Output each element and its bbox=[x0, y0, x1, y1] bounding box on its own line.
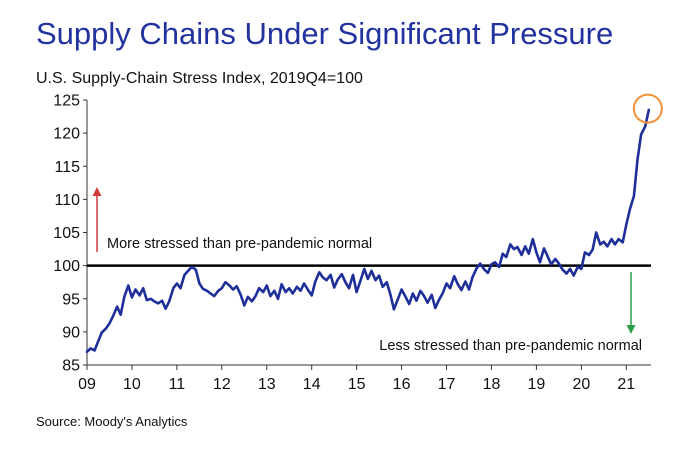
x-tick-label: 09 bbox=[78, 376, 96, 393]
chart-source: Source: Moody's Analytics bbox=[36, 414, 188, 429]
y-tick-label: 110 bbox=[54, 192, 80, 209]
up-arrow-head bbox=[92, 187, 102, 196]
chart-title: Supply Chains Under Significant Pressure bbox=[36, 16, 614, 51]
chart-subtitle: U.S. Supply-Chain Stress Index, 2019Q4=1… bbox=[36, 70, 363, 87]
x-tick-label: 14 bbox=[303, 376, 321, 393]
x-tick-label: 10 bbox=[123, 376, 141, 393]
x-tick-label: 11 bbox=[169, 376, 186, 393]
series-group bbox=[85, 108, 651, 354]
y-axis: 85 90 95 100 105 110 115 120 125 bbox=[53, 93, 87, 375]
y-tick-label: 115 bbox=[54, 159, 80, 176]
y-tick-label: 120 bbox=[53, 126, 80, 143]
annotation-above: More stressed than pre-pandemic normal bbox=[107, 236, 372, 252]
y-tick-label: 95 bbox=[62, 291, 80, 308]
x-tick-label: 18 bbox=[483, 376, 501, 393]
annotations: More stressed than pre-pandemic normal L… bbox=[107, 236, 642, 354]
y-tick-label: 125 bbox=[53, 93, 80, 110]
highlight-circle bbox=[632, 93, 663, 124]
x-tick-label: 20 bbox=[572, 376, 590, 393]
highlight-group bbox=[632, 93, 663, 124]
x-tick-label: 17 bbox=[438, 376, 456, 393]
x-tick-label: 16 bbox=[393, 376, 411, 393]
x-tick-label: 19 bbox=[528, 376, 546, 393]
x-tick-label: 13 bbox=[258, 376, 276, 393]
annotation-arrows bbox=[92, 187, 636, 334]
y-tick-label: 100 bbox=[53, 258, 80, 275]
x-axis: 09 10 11 12 13 14 15 16 17 18 19 20 21 bbox=[78, 365, 635, 393]
down-arrow-head bbox=[626, 325, 636, 334]
y-tick-label: 85 bbox=[62, 358, 80, 375]
x-tick-label: 12 bbox=[213, 376, 231, 393]
y-tick-label: 105 bbox=[53, 225, 80, 242]
series-line bbox=[85, 108, 651, 354]
x-tick-label: 15 bbox=[348, 376, 366, 393]
annotation-below: Less stressed than pre-pandemic normal bbox=[379, 338, 642, 354]
x-tick-label: 21 bbox=[617, 376, 635, 393]
chart-axes bbox=[86, 100, 651, 366]
y-tick-label: 90 bbox=[62, 324, 80, 341]
